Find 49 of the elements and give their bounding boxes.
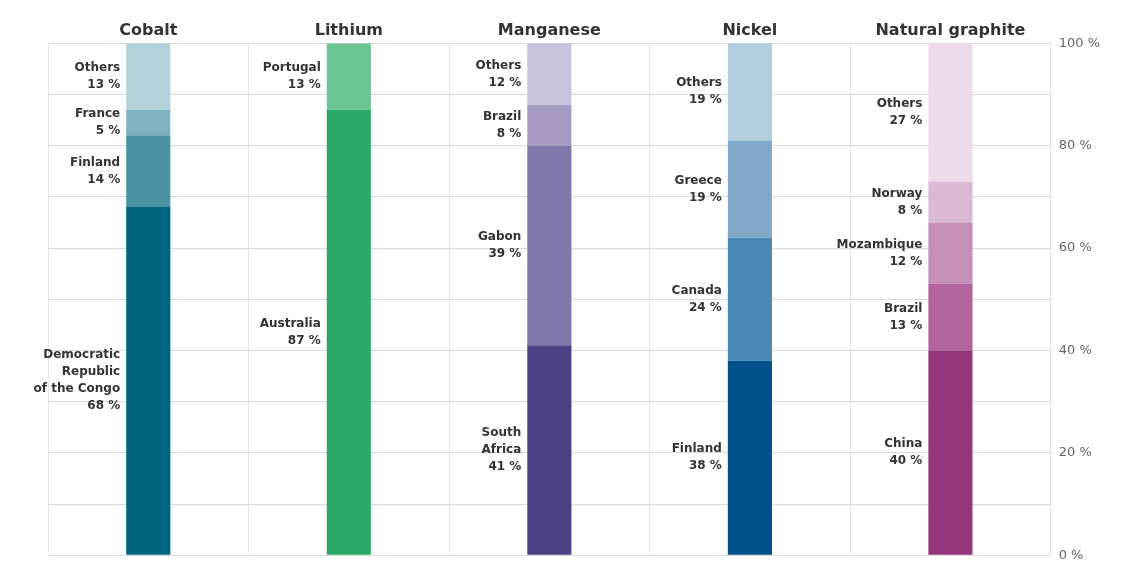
bar [727,237,772,361]
annotation: Canada 24 % [671,282,722,314]
bar [126,43,171,110]
x-tick-label: Lithium [314,19,383,39]
annotation: Finland 14 % [70,154,121,186]
annotation: Others 27 % [876,95,923,127]
annotation: Greece 19 % [674,172,722,204]
bar [928,350,973,555]
y-tick-label: 0 % [1058,546,1084,562]
bar [727,140,772,238]
y-tick-label: 60 % [1058,239,1092,255]
annotation: Brazil 8 % [482,108,522,140]
bar [326,43,371,110]
x-tick-label: Nickel [722,19,778,39]
annotation: France 5 % [74,106,121,138]
y-tick-label: 80 % [1058,136,1092,152]
annotation: Others 13 % [74,60,121,92]
bar [527,104,572,146]
bar [527,145,572,346]
bar [928,43,973,182]
y-tick-label: 20 % [1058,444,1092,460]
annotation: South Africa 41 % [481,425,522,474]
bar [727,360,772,555]
annotation: Australia 87 % [259,315,321,347]
annotation: Gabon 39 % [477,229,522,261]
annotation: Portugal 13 % [262,60,321,92]
x-tick-label: Cobalt [119,19,178,39]
annotation: China 40 % [884,436,923,468]
bar [126,135,171,208]
annotation: Mozambique 12 % [836,236,923,268]
bar [126,109,171,136]
y-tick-label: 40 % [1058,341,1092,357]
bar [527,43,572,105]
x-tick-label: Manganese [497,19,601,39]
bar [928,181,973,223]
x-tick-label: Natural graphite [875,19,1026,39]
annotation: Brazil 13 % [884,300,923,332]
y-tick-label: 100 % [1058,34,1101,50]
annotation: Norway 8 % [871,185,923,217]
bar [126,207,171,555]
annotation: Others 12 % [475,57,522,89]
bar [928,222,973,284]
bar [527,345,572,555]
annotation: Finland 38 % [671,441,722,473]
annotation: Others 19 % [676,75,722,107]
bar [928,283,973,351]
bar [727,43,772,141]
annotation: Democratic Republic of the Congo 68 % [33,347,121,413]
bar [326,109,371,555]
